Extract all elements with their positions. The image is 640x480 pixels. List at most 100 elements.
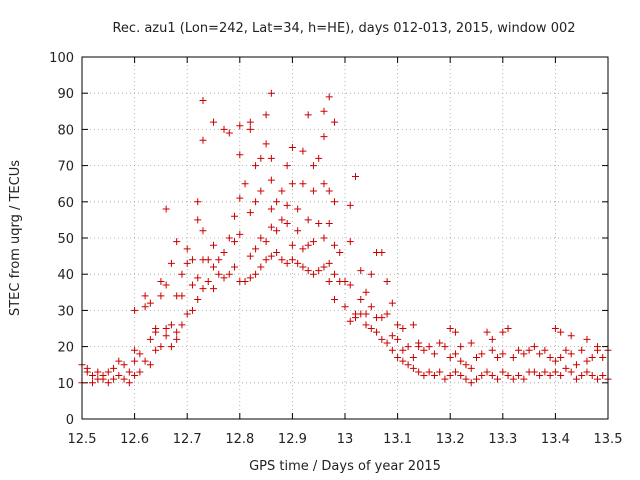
data-point: [451, 368, 459, 376]
data-point: [320, 133, 328, 141]
data-point: [488, 335, 496, 343]
data-point: [283, 201, 291, 209]
data-point: [330, 198, 338, 206]
data-point: [294, 259, 302, 267]
data-point: [462, 361, 470, 369]
data-point: [320, 234, 328, 242]
data-point: [110, 364, 118, 372]
data-point: [104, 379, 112, 387]
y-tick-label: 100: [49, 51, 74, 66]
data-point: [231, 238, 239, 246]
data-point: [162, 332, 170, 340]
data-point: [246, 209, 254, 217]
data-point: [588, 353, 596, 361]
data-point: [278, 187, 286, 195]
data-point: [399, 346, 407, 354]
data-point: [378, 335, 386, 343]
data-point: [593, 343, 601, 351]
data-point: [488, 346, 496, 354]
data-point: [362, 321, 370, 329]
data-point: [215, 270, 223, 278]
data-point: [425, 343, 433, 351]
y-tick-label: 70: [57, 160, 74, 175]
data-point: [146, 299, 154, 307]
data-point: [194, 216, 202, 224]
data-point: [288, 256, 296, 264]
data-point: [457, 372, 465, 380]
y-tick-label: 30: [57, 304, 74, 319]
data-point: [346, 238, 354, 246]
data-point: [110, 375, 118, 383]
data-point: [525, 346, 533, 354]
x-tick-label: 12.8: [225, 432, 254, 447]
data-point: [346, 317, 354, 325]
data-point: [273, 248, 281, 256]
data-point: [494, 375, 502, 383]
data-point: [394, 335, 402, 343]
data-point: [236, 122, 244, 130]
data-point: [593, 375, 601, 383]
data-point: [599, 372, 607, 380]
x-tick-label: 13.5: [594, 432, 623, 447]
x-tick-label: 12.5: [68, 432, 97, 447]
data-point: [167, 343, 175, 351]
data-point: [262, 238, 270, 246]
data-point: [241, 277, 249, 285]
data-point: [409, 321, 417, 329]
data-point: [478, 372, 486, 380]
data-point: [325, 259, 333, 267]
data-point: [315, 220, 323, 228]
grid-lines: [82, 57, 608, 419]
data-point: [125, 379, 133, 387]
data-point: [383, 277, 391, 285]
data-point: [210, 118, 217, 126]
data-point: [194, 274, 202, 282]
data-point: [278, 256, 286, 264]
data-point: [173, 238, 181, 246]
data-point: [204, 256, 212, 264]
data-point: [299, 147, 307, 155]
data-point: [530, 343, 538, 351]
y-tick-label: 50: [57, 232, 74, 247]
data-point: [315, 267, 323, 275]
data-point: [446, 372, 454, 380]
data-point: [546, 372, 554, 380]
data-point: [188, 281, 196, 289]
data-point: [136, 350, 144, 358]
data-point: [457, 357, 465, 365]
y-tick-label: 0: [66, 413, 74, 428]
x-tick-label: 13.2: [436, 432, 465, 447]
x-axis-title: GPS time / Days of year 2015: [249, 459, 441, 474]
data-point: [394, 321, 402, 329]
data-point: [509, 353, 517, 361]
data-point: [294, 205, 302, 213]
data-point: [236, 230, 244, 238]
data-point: [162, 205, 170, 213]
data-point: [157, 292, 165, 300]
data-point: [478, 350, 486, 358]
x-tick-label: 13: [337, 432, 354, 447]
data-point: [546, 353, 554, 361]
data-point: [515, 346, 523, 354]
data-point: [357, 296, 365, 304]
data-point: [583, 357, 591, 365]
data-point: [562, 364, 570, 372]
data-point: [283, 220, 291, 228]
data-point: [551, 357, 559, 365]
data-point: [267, 252, 275, 260]
data-point: [346, 281, 354, 289]
plot-frame: [81, 56, 609, 420]
data-point: [409, 364, 417, 372]
data-point: [320, 180, 328, 188]
data-point: [499, 328, 507, 336]
y-tick-label: 90: [57, 87, 74, 102]
data-point: [141, 357, 149, 365]
data-point: [341, 277, 349, 285]
data-point: [267, 154, 275, 162]
data-point: [141, 303, 149, 311]
data-point: [499, 368, 507, 376]
data-point: [299, 245, 307, 253]
data-point: [346, 201, 354, 209]
data-point: [446, 353, 454, 361]
